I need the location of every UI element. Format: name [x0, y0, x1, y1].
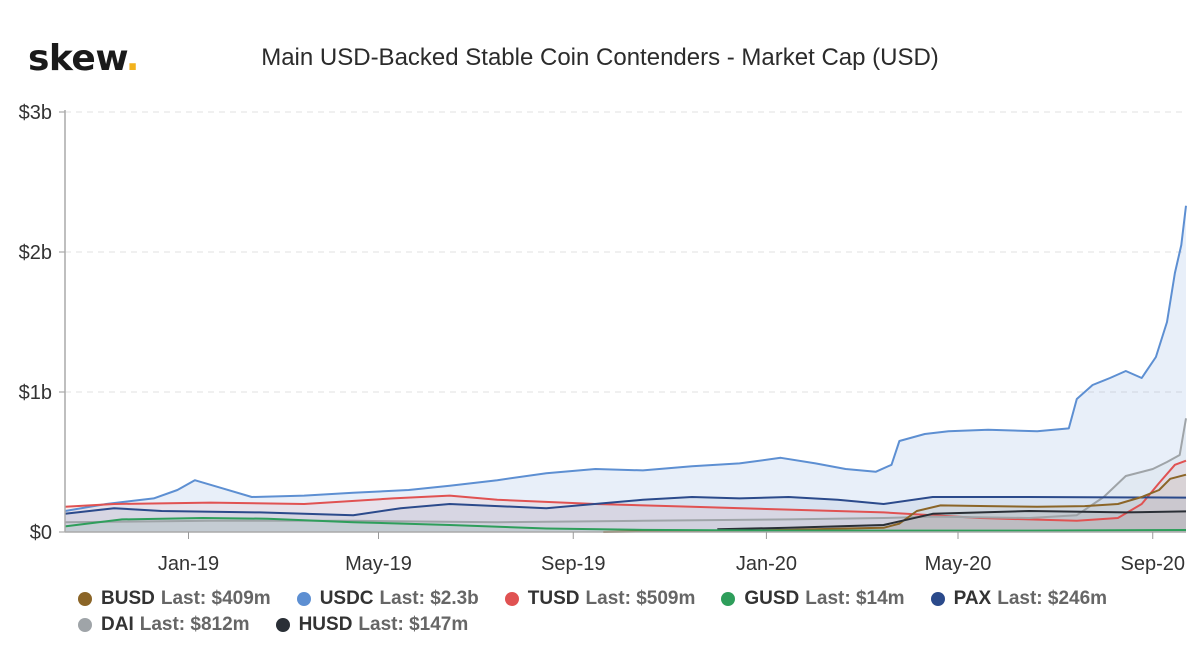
legend-item-husd[interactable]: HUSD Last: $147m: [275, 614, 469, 636]
series-line-husd[interactable]: [717, 510, 1187, 531]
legend-series-name: TUSD: [527, 588, 580, 609]
series-line-usdc[interactable]: [64, 205, 1187, 512]
series-area-usdc: [65, 205, 1186, 533]
legend-series-name: USDC: [319, 588, 374, 609]
legend-item-usdc[interactable]: USDC Last: $2.3b: [296, 588, 479, 610]
chart-legend: BUSD Last: $409m USDC Last: $2.3b TUSD Last: …: [78, 586, 1178, 638]
series-line-gusd[interactable]: [64, 517, 1187, 532]
y-tick-label: $0: [30, 522, 52, 544]
legend-last-value: Last: $2.3b: [379, 588, 479, 609]
legend-series-name: DAI: [101, 614, 134, 635]
y-tick-label: $1b: [19, 382, 52, 404]
legend-marker-icon: [78, 618, 92, 632]
series-area-pax: [65, 497, 1186, 532]
legend-last-value: Last: $147m: [358, 614, 469, 635]
axes: $0 $1b $2b $3b Jan-19 May-19 Sep-19 Jan-20 May-2…: [19, 102, 1186, 575]
legend-last-value: Last: $14m: [805, 588, 905, 609]
legend-last-value: Last: $246m: [997, 588, 1108, 609]
legend-item-busd[interactable]: BUSD Last: $409m: [78, 588, 271, 610]
series-line-pax[interactable]: [64, 496, 1187, 517]
y-tick-label: $2b: [19, 242, 52, 264]
x-tick-label: Sep-19: [541, 553, 606, 575]
series-areas: [65, 205, 1186, 533]
legend-marker-icon: [930, 592, 945, 606]
legend-series-name: GUSD: [744, 588, 800, 609]
legend-item-tusd[interactable]: TUSD Last: $509m: [504, 588, 696, 610]
market-cap-chart: $0 $1b $2b $3b Jan-19 May-19 Sep-19 Jan-20 May-2…: [19, 102, 1187, 575]
legend-item-dai[interactable]: DAI Last: $812m: [78, 614, 250, 636]
legend-series-name: HUSD: [298, 614, 353, 635]
x-tick-label: May-19: [345, 553, 412, 575]
x-tick-label: May-20: [925, 553, 992, 575]
chart-title: Main USD-Backed Stable Coin Contenders -…: [261, 44, 939, 71]
legend-last-value: Last: $812m: [139, 614, 250, 635]
series-lines: [64, 205, 1187, 533]
legend-last-value: Last: $509m: [585, 588, 696, 609]
y-tick-label: $3b: [19, 102, 52, 124]
legend-marker-icon: [504, 592, 519, 606]
legend-item-pax[interactable]: PAX Last: $246m: [930, 588, 1108, 610]
legend-last-value: Last: $409m: [160, 588, 271, 609]
skew-logo: skew.: [28, 38, 139, 79]
legend-item-gusd[interactable]: GUSD Last: $14m: [721, 588, 905, 610]
series-line-tusd[interactable]: [64, 459, 1187, 522]
series-area-gusd: [65, 518, 1186, 532]
legend-series-name: PAX: [953, 588, 992, 609]
legend-row: BUSD Last: $409m USDC Last: $2.3b TUSD Last: …: [78, 586, 1178, 612]
legend-marker-icon: [721, 592, 736, 606]
legend-marker-icon: [275, 618, 290, 632]
x-tick-label: Jan-20: [736, 553, 797, 575]
grid-lines: [65, 111, 1186, 393]
legend-marker-icon: [78, 592, 92, 606]
legend-marker-icon: [296, 592, 311, 606]
legend-row: DAI Last: $812m HUSD Last: $147m: [78, 612, 1178, 638]
x-tick-label: Jan-19: [158, 553, 219, 575]
x-tick-label: Sep-20: [1121, 553, 1186, 575]
legend-series-name: BUSD: [101, 588, 155, 609]
series-line-dai[interactable]: [64, 418, 1187, 524]
